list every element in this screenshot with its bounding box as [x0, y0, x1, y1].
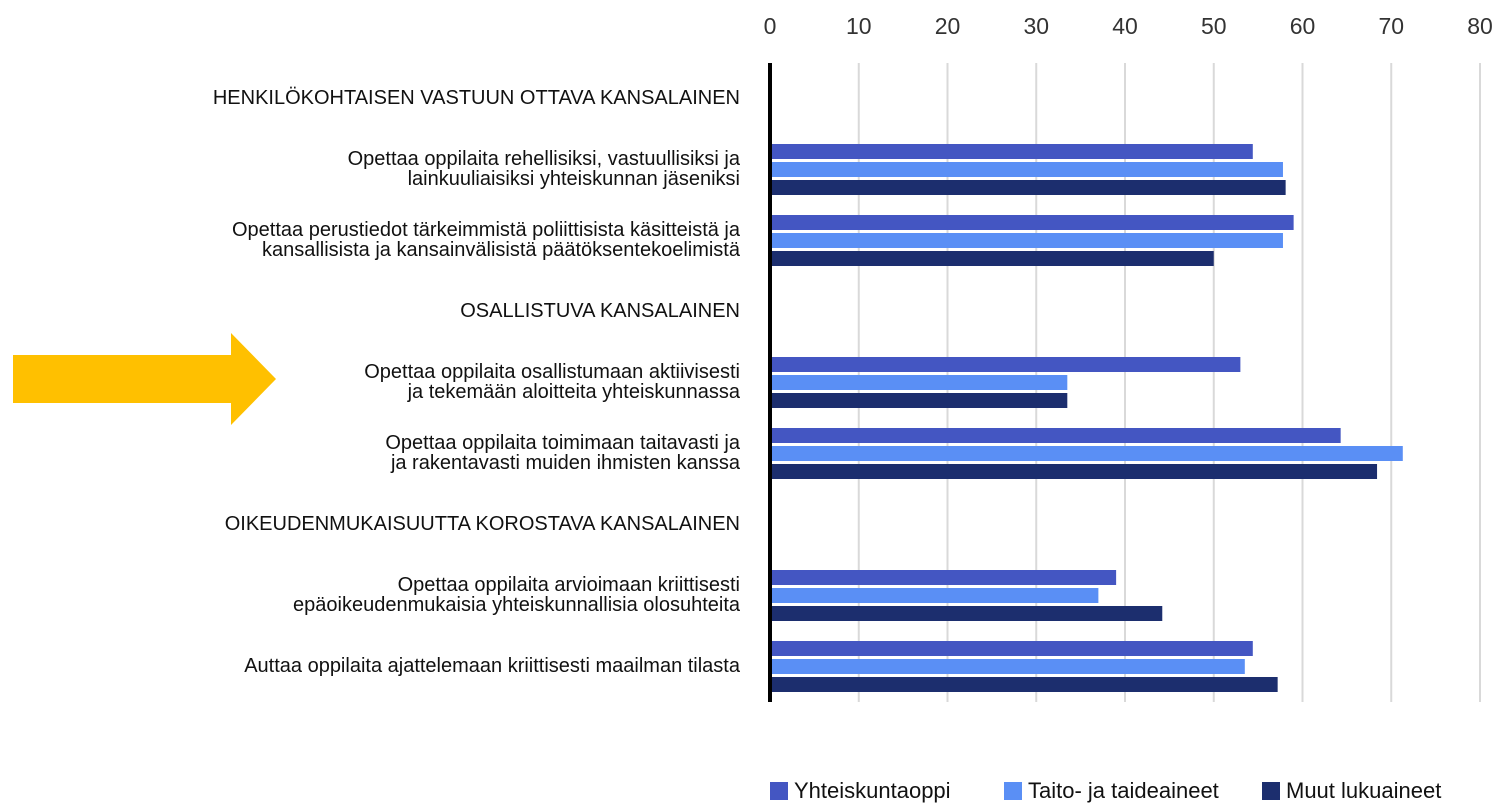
highlight-arrow	[13, 333, 276, 425]
x-tick-label: 60	[1290, 13, 1316, 39]
bar	[770, 428, 1341, 443]
bar	[770, 162, 1283, 177]
legend-label: Muut lukuaineet	[1286, 778, 1441, 803]
category-label: Opettaa perustiedot tärkeimmistä poliitt…	[232, 219, 741, 241]
category-label: Opettaa oppilaita rehellisiksi, vastuull…	[348, 148, 741, 170]
x-tick-label: 30	[1023, 13, 1049, 39]
category-label: ja rakentavasti muiden ihmisten kanssa	[390, 452, 741, 474]
category-label: epäoikeudenmukaisia yhteiskunnallisia ol…	[293, 594, 741, 616]
bar	[770, 375, 1068, 390]
bar	[770, 641, 1253, 656]
category-label: OIKEUDENMUKAISUUTTA KOROSTAVA KANSALAINE…	[225, 513, 740, 535]
arrow-body	[13, 355, 233, 403]
x-tick-label: 80	[1467, 13, 1493, 39]
bar	[770, 606, 1163, 621]
x-tick-label: 50	[1201, 13, 1227, 39]
x-tick-label: 40	[1112, 13, 1138, 39]
category-label: ja tekemään aloitteita yhteiskunnassa	[407, 381, 741, 403]
legend-swatch	[770, 782, 788, 800]
category-label: Auttaa oppilaita ajattelemaan kriittises…	[244, 655, 741, 677]
x-tick-label: 20	[935, 13, 961, 39]
bar	[770, 215, 1294, 230]
bar	[770, 357, 1241, 372]
bar	[770, 659, 1245, 674]
category-label: kansallisista ja kansainvälisistä päätök…	[262, 239, 741, 261]
legend-label: Taito- ja taideaineet	[1028, 778, 1219, 803]
legend-swatch	[1262, 782, 1280, 800]
bar	[770, 233, 1283, 248]
bar	[770, 570, 1117, 585]
bar	[770, 144, 1253, 159]
category-label: Opettaa oppilaita osallistumaan aktiivis…	[364, 361, 740, 383]
x-tick-label: 70	[1378, 13, 1404, 39]
bar	[770, 393, 1068, 408]
bar	[770, 464, 1378, 479]
arrow-head	[231, 333, 276, 425]
bar	[770, 677, 1278, 692]
bar	[770, 446, 1403, 461]
bar	[770, 251, 1214, 266]
category-label: Opettaa oppilaita arvioimaan kriittisest…	[398, 574, 740, 596]
category-label: Opettaa oppilaita toimimaan taitavasti j…	[385, 432, 741, 454]
bar	[770, 180, 1286, 195]
bar	[770, 588, 1099, 603]
x-tick-label: 10	[846, 13, 872, 39]
legend-label: Yhteiskuntaoppi	[794, 778, 951, 803]
category-label: HENKILÖKOHTAISEN VASTUUN OTTAVA KANSALAI…	[213, 87, 740, 109]
x-tick-label: 0	[764, 13, 777, 39]
legend-swatch	[1004, 782, 1022, 800]
category-label: lainkuuliaisiksi yhteiskunnan jäseniksi	[408, 168, 740, 190]
category-label: OSALLISTUVA KANSALAINEN	[460, 300, 740, 322]
